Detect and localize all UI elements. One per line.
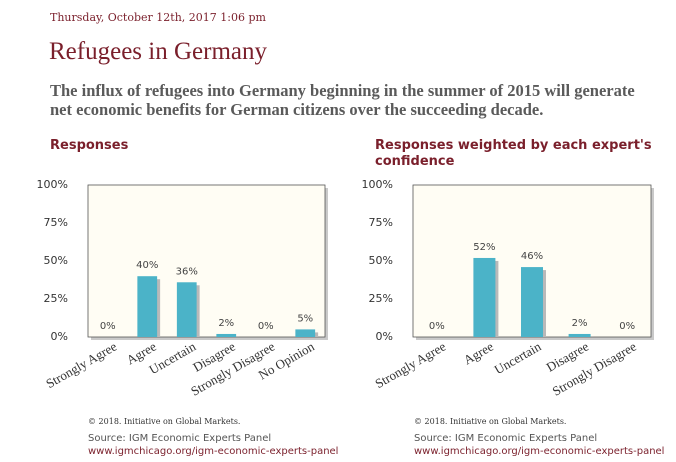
data-label: 0% <box>258 321 274 332</box>
x-category-label: Uncertain <box>492 338 544 377</box>
data-label: 36% <box>176 266 198 277</box>
chart-title-responses: Responses <box>50 138 129 153</box>
y-tick-label: 75% <box>44 216 68 229</box>
bar <box>521 267 543 337</box>
source-link[interactable]: www.igmchicago.org/igm-economic-experts-… <box>414 446 665 457</box>
bar <box>216 333 237 337</box>
data-label: 0% <box>100 321 116 332</box>
data-label: 52% <box>473 242 495 253</box>
y-tick-label: 100% <box>37 178 68 191</box>
bar <box>176 282 197 337</box>
y-tick-label: 0% <box>376 330 393 343</box>
bar <box>568 333 591 337</box>
chart-title-weighted: Responses weighted by each expert's conf… <box>375 138 652 169</box>
y-tick-label: 75% <box>369 216 393 229</box>
x-category-label: Agree <box>461 338 496 367</box>
source-link[interactable]: www.igmchicago.org/igm-economic-experts-… <box>88 446 339 457</box>
y-tick-label: 25% <box>369 292 393 305</box>
y-tick-label: 25% <box>44 292 68 305</box>
y-tick-label: 50% <box>369 254 393 267</box>
y-tick-label: 100% <box>362 178 393 191</box>
y-tick-label: 50% <box>44 254 68 267</box>
data-label: 46% <box>521 251 543 262</box>
data-label: 0% <box>429 321 445 332</box>
data-label: 0% <box>619 321 635 332</box>
data-label: 2% <box>218 318 234 329</box>
copyright-note: © 2018. Initiative on Global Markets. <box>88 417 241 426</box>
page-title: Refugees in Germany <box>49 38 267 65</box>
x-category-label: Strongly Disagree <box>550 338 639 398</box>
data-label: 2% <box>572 318 588 329</box>
copyright-note: © 2018. Initiative on Global Markets. <box>414 417 567 426</box>
y-tick-label: 0% <box>51 330 68 343</box>
data-label: 40% <box>136 260 158 271</box>
bar <box>137 276 158 337</box>
survey-question: The influx of refugees into Germany begi… <box>50 81 635 119</box>
data-label: 5% <box>297 313 313 324</box>
x-category-label: Strongly Agree <box>372 338 448 391</box>
bar <box>473 257 496 337</box>
source-note: Source: IGM Economic Experts Panel <box>88 433 272 444</box>
source-note: Source: IGM Economic Experts Panel <box>414 433 598 444</box>
date-stamp: Thursday, October 12th, 2017 1:06 pm <box>50 11 266 24</box>
bar <box>295 329 316 337</box>
plot-area <box>87 184 326 338</box>
